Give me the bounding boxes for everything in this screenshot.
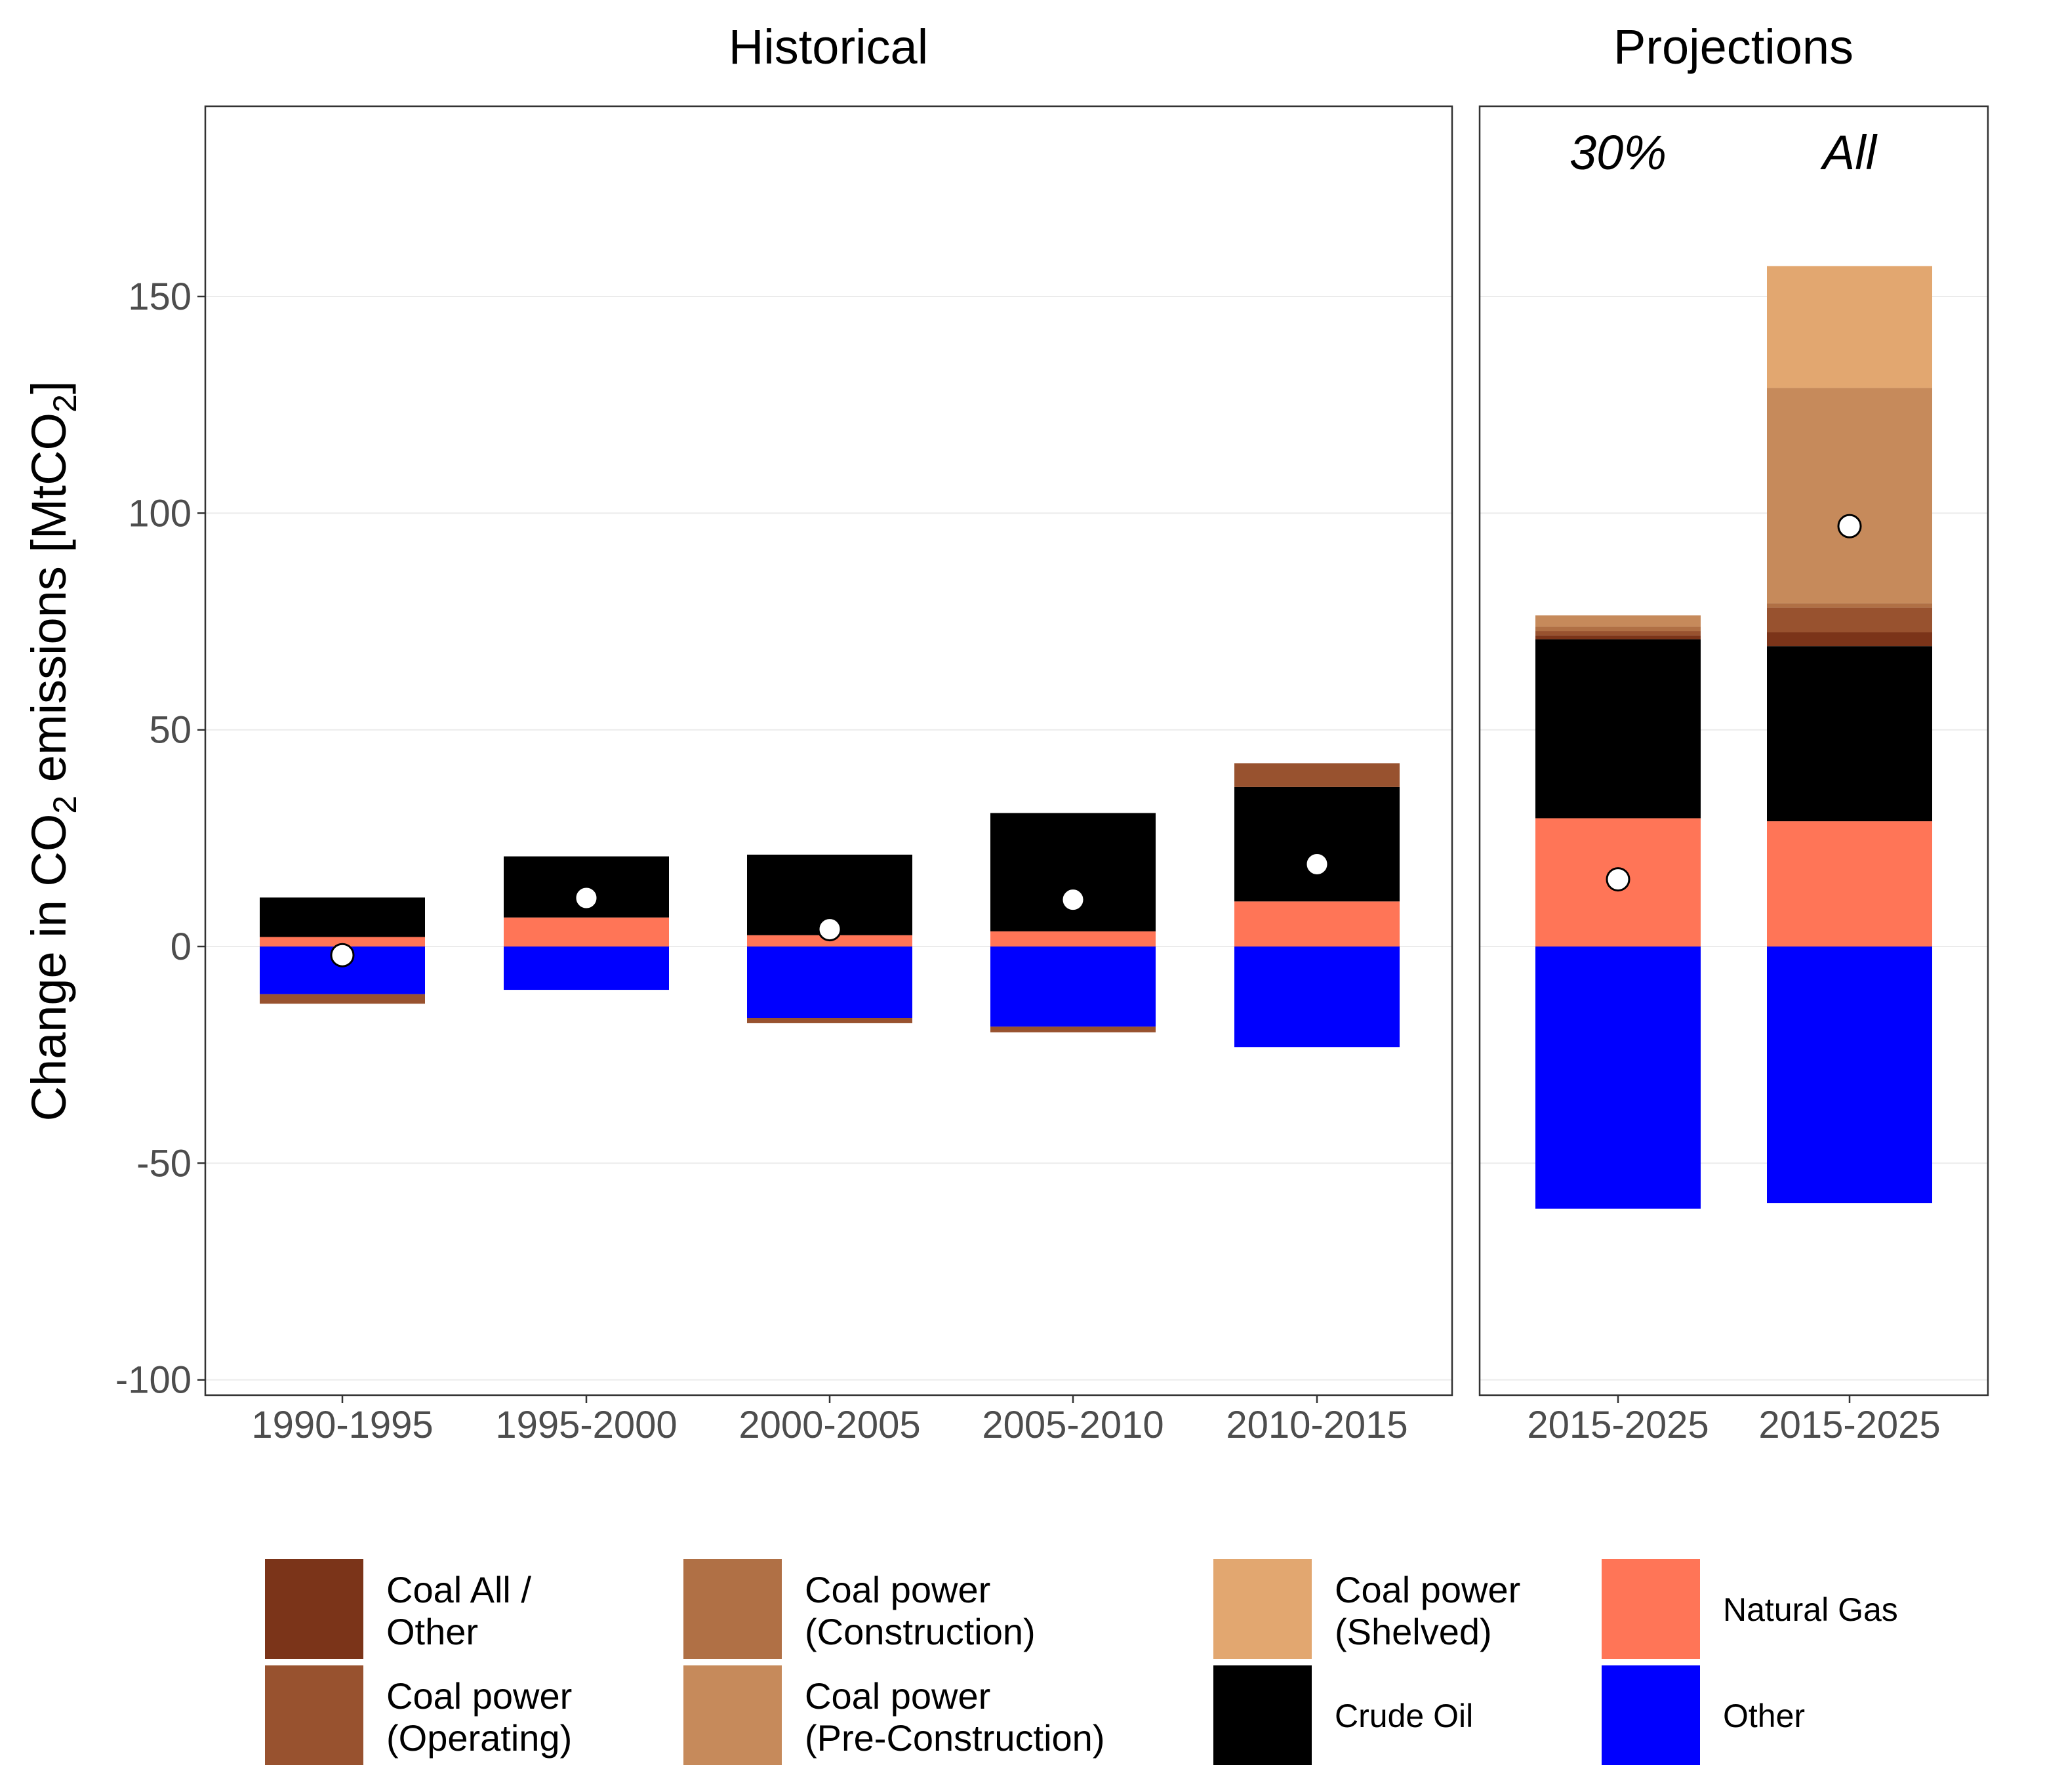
legend-swatch-coal-all-other [265,1559,363,1659]
x-tick-label: 1995-2000 [495,1404,677,1446]
bar-segment-coal-all-other [1767,632,1932,647]
legend-label: Coal power [805,1569,990,1610]
bar-segment-coal-operating [1234,763,1400,787]
x-tick-label: 2015-2025 [1527,1404,1709,1446]
y-tick-label: 150 [128,275,192,318]
bar-segment-coal-shelved [1767,266,1932,388]
x-tick-label: 2000-2005 [739,1404,920,1446]
bar-segment-coal-construction [1535,626,1701,632]
legend-swatch-natural-gas [1602,1559,1700,1659]
y-axis-label-subscript: 2 [47,394,83,413]
bar-segment-crude-oil [990,813,1156,931]
y-tick-label: -50 [136,1142,192,1185]
legend-label: Other [1723,1698,1805,1734]
x-tick-label: 2005-2010 [982,1404,1164,1446]
legend-label: (Construction) [805,1611,1036,1652]
panel-title: Projections [1613,20,1853,74]
panel-subtitle: All [1820,125,1878,180]
bar-segment-natural-gas [1767,821,1932,947]
bar-segment-coal-operating [1535,631,1701,636]
bar-segment-other [747,947,912,1019]
legend-label: (Shelved) [1335,1611,1492,1652]
bar-segment-other [1234,947,1400,1048]
y-tick-label: 100 [128,492,192,535]
bar-segment-other [504,947,669,990]
bar-segment-coal-preconstruction [1535,615,1701,627]
legend-swatch-coal-construction [683,1559,782,1659]
x-tick-label: 2015-2025 [1758,1404,1940,1446]
total-marker [1061,887,1085,912]
y-tick-label: 50 [149,709,192,752]
legend-swatch-coal-shelved [1213,1559,1312,1659]
legend-label: Coal power [805,1675,990,1717]
y-axis-label-subscript: 2 [47,796,83,814]
total-marker [1837,514,1862,539]
legend-label: Coal power [1335,1569,1520,1610]
bar-segment-other [1767,947,1932,1204]
legend-label: Crude Oil [1335,1698,1473,1734]
panel-background [205,106,1452,1395]
total-marker [817,917,842,942]
legend-swatch-crude-oil [1213,1665,1312,1765]
total-marker [330,943,355,967]
bar-segment-natural-gas [990,931,1156,947]
x-tick-label: 2010-2015 [1226,1404,1407,1446]
panel-subtitle: 30% [1569,125,1667,180]
total-marker [1606,867,1630,892]
total-marker [1305,851,1329,876]
y-axis-label-part: Change in CO [22,814,76,1122]
bar-segment-coal-operating [1767,607,1932,633]
legend-label: Natural Gas [1723,1591,1898,1628]
bar-segment-other [990,947,1156,1027]
y-axis-label: Change in CO2 emissions [MtCO2] [22,381,83,1122]
bar-segment-coal-construction [1767,603,1932,608]
bar-segment-crude-oil [1234,786,1400,902]
x-tick-label: 1990-1995 [251,1404,433,1446]
legend-label: (Pre-Construction) [805,1717,1104,1759]
bar-segment-crude-oil [260,897,425,937]
legend-label: Other [386,1611,478,1652]
panel-frame [204,105,1453,1396]
y-axis-label-part: emissions [MtCO [22,413,76,796]
bar-segment-natural-gas [260,937,425,947]
legend-swatch-coal-operating [265,1665,363,1765]
bar-segment-crude-oil [1535,639,1701,819]
y-tick-label: 0 [171,926,192,968]
bar-segment-other [1535,947,1701,1209]
y-axis-label-part: ] [22,381,76,395]
bar-segment-natural-gas [1234,901,1400,947]
legend-label: Coal All / [386,1569,531,1610]
bar-segment-natural-gas [504,917,669,947]
bar-segment-coal-preconstruction [1767,388,1932,603]
bar-segment-coal-all-other [1535,635,1701,640]
panel-title: Historical [729,20,928,74]
y-tick-label: -100 [115,1359,192,1402]
bar-segment-crude-oil [1767,646,1932,822]
panel-frame [1478,105,1989,1396]
bar-segment-coal-operating [260,994,425,1004]
total-marker [574,886,599,910]
bar-segment-coal-operating [990,1027,1156,1032]
legend-label: Coal power [386,1675,572,1717]
bar-segment-coal-operating [747,1018,912,1023]
legend-swatch-other [1602,1665,1700,1765]
legend-label: (Operating) [386,1717,572,1759]
legend-swatch-coal-preconstruction [683,1665,782,1765]
